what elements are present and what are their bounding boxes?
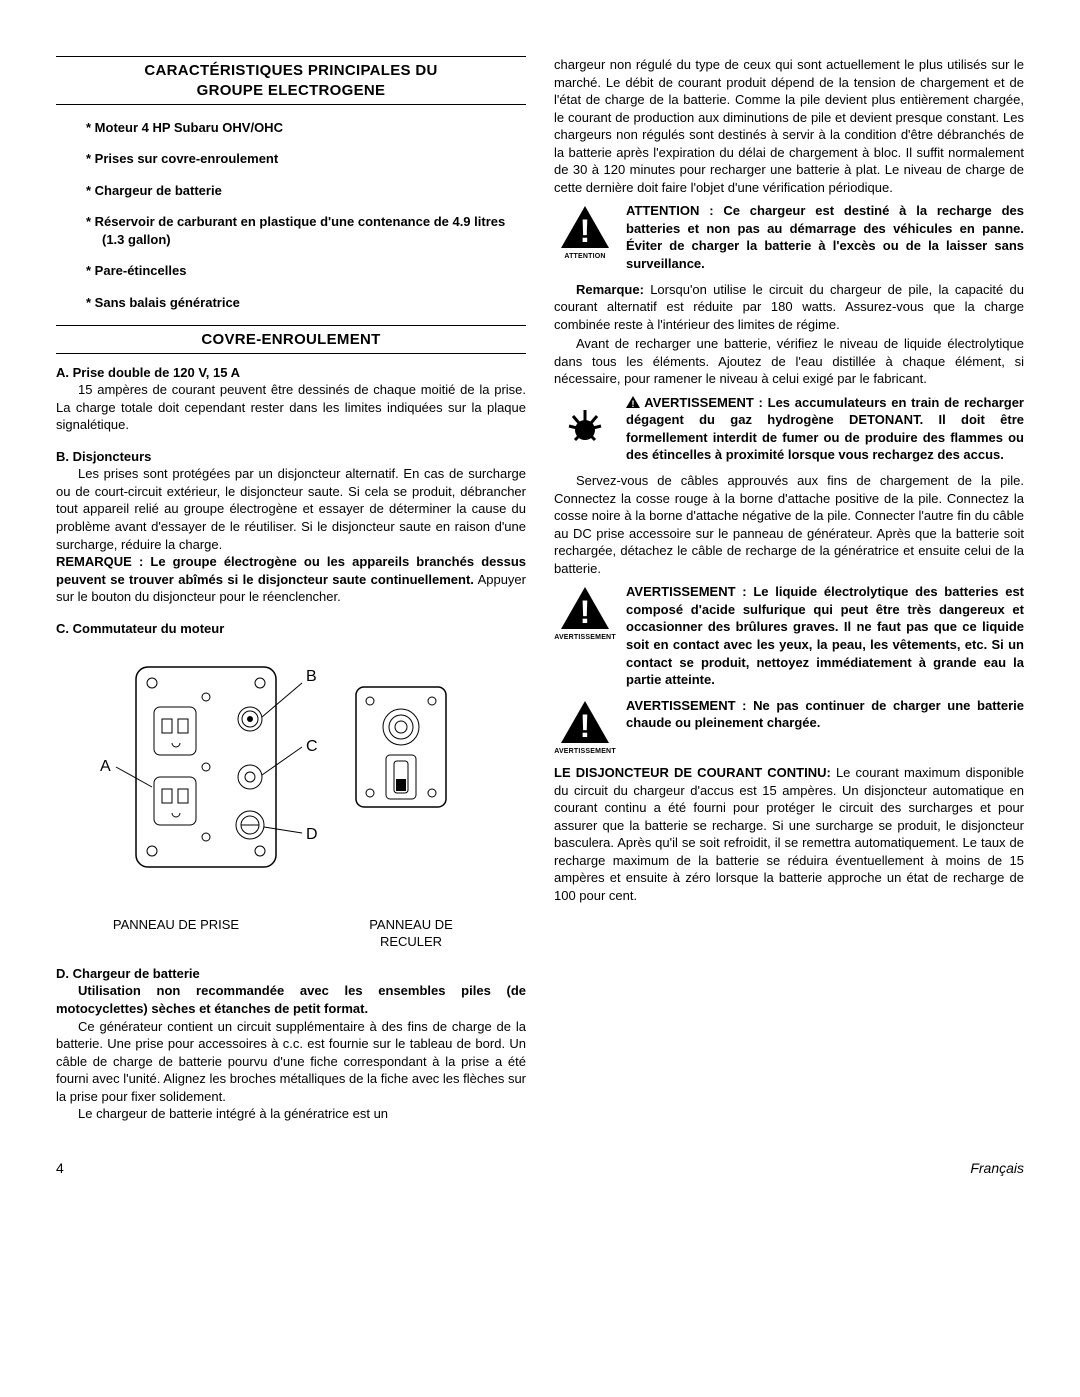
left-column: CARACTÉRISTIQUES PRINCIPALES DU GROUPE E… [56, 56, 526, 1131]
feature-list: Moteur 4 HP Subaru OHV/OHC Prises sur co… [56, 119, 526, 312]
caption-right-l2: RECULER [380, 934, 442, 949]
icon-caption: AVERTISSEMENT [554, 747, 616, 756]
warn-fire: ! AVERTISSEMENT : Les accumulateurs en t… [554, 394, 1024, 464]
sub-b-head: B. Disjoncteurs [56, 448, 526, 466]
remark-bold: REMARQUE : Le groupe électrogène ou les … [56, 554, 526, 587]
attention-icon: ! ATTENTION [554, 202, 616, 261]
feature-item: Moteur 4 HP Subaru OHV/OHC [86, 119, 526, 137]
feature-item: Sans balais génératrice [86, 294, 526, 312]
footer: 4 Français [56, 1159, 1024, 1178]
label-d: D [306, 826, 318, 843]
sub-d-body2: Le chargeur de batterie intégré à la gén… [56, 1105, 526, 1123]
warn-text: ATTENTION : Ce chargeur est destiné à la… [626, 202, 1024, 272]
fire-text: AVERTISSEMENT : Les accumulateurs en tra… [626, 395, 1024, 463]
icon-caption: AVERTISSEMENT [554, 633, 616, 642]
svg-text:!: ! [580, 594, 591, 630]
svg-text:!: ! [632, 399, 635, 408]
page-number: 4 [56, 1159, 64, 1178]
sub-a-head: A. Prise double de 120 V, 15 A [56, 364, 526, 382]
warn-text: AVERTISSEMENT : Le liquide électrolytiqu… [626, 583, 1024, 688]
svg-text:!: ! [580, 708, 591, 744]
warn-acid: ! AVERTISSEMENT AVERTISSEMENT : Le liqui… [554, 583, 1024, 688]
rule [56, 104, 526, 105]
sub-d-body1: Ce générateur contient un circuit supplé… [56, 1018, 526, 1106]
rule [56, 56, 526, 57]
heading-line: CARACTÉRISTIQUES PRINCIPALES DU [144, 62, 437, 79]
remarque-bold: Remarque: [576, 282, 644, 297]
sub-d-sub: Utilisation non recommandée avec les ens… [56, 983, 526, 1016]
dc-bold: LE DISJONCTEUR DE COURANT CONTINU: [554, 765, 831, 780]
top-para: chargeur non régulé du type de ceux qui … [554, 56, 1024, 196]
acid-icon: ! AVERTISSEMENT [554, 583, 616, 642]
feature-item: Chargeur de batterie [86, 182, 526, 200]
warn-text: ! AVERTISSEMENT : Les accumulateurs en t… [626, 394, 1024, 464]
sub-d-head: D. Chargeur de batterie [56, 965, 526, 983]
dc-para: LE DISJONCTEUR DE COURANT CONTINU: Le co… [554, 764, 1024, 904]
hot-icon: ! AVERTISSEMENT [554, 697, 616, 756]
panel-figure: A B C D PANNEAU DE PRISE PANNEAU DE RECU… [56, 647, 526, 951]
heading-line: GROUPE ELECTROGENE [197, 82, 386, 99]
sub-c-head: C. Commutateur du moteur [56, 620, 526, 638]
rule [56, 353, 526, 354]
svg-text:!: ! [580, 213, 591, 249]
warn-hot: ! AVERTISSEMENT AVERTISSEMENT : Ne pas c… [554, 697, 1024, 756]
caption-right-l1: PANNEAU DE [369, 917, 453, 932]
panel-svg: A B C D [56, 647, 456, 907]
panel-captions: PANNEAU DE PRISE PANNEAU DE RECULER [56, 916, 526, 951]
label-a: A [100, 758, 111, 775]
page-language: Français [970, 1159, 1024, 1178]
para2: Avant de recharger une batterie, vérifie… [554, 335, 1024, 388]
sub-b-body: Les prises sont protégées par un disjonc… [56, 465, 526, 553]
caption-left: PANNEAU DE PRISE [56, 916, 296, 951]
feature-item: Réservoir de carburant en plastique d'un… [86, 213, 526, 248]
icon-caption: ATTENTION [564, 252, 605, 261]
rule [56, 325, 526, 326]
para3: Servez-vous de câbles approuvés aux fins… [554, 472, 1024, 577]
right-column: chargeur non régulé du type de ceux qui … [554, 56, 1024, 1131]
remarque: Remarque: Lorsqu'on utilise le circuit d… [554, 281, 1024, 334]
label-b: B [306, 668, 317, 685]
sub-b-remark: REMARQUE : Le groupe électrogène ou les … [56, 553, 526, 606]
heading-covre: COVRE-ENROULEMENT [56, 330, 526, 350]
fire-icon [554, 394, 616, 448]
label-c: C [306, 738, 318, 755]
dc-body: Le courant maximum disponible du circuit… [554, 765, 1024, 903]
feature-item: Pare-étincelles [86, 262, 526, 280]
sub-a-body: 15 ampères de courant peuvent être dessi… [56, 381, 526, 434]
feature-item: Prises sur covre-enroulement [86, 150, 526, 168]
heading-features: CARACTÉRISTIQUES PRINCIPALES DU GROUPE E… [56, 61, 526, 102]
warn-attention: ! ATTENTION ATTENTION : Ce chargeur est … [554, 202, 1024, 272]
warn-text: AVERTISSEMENT : Ne pas continuer de char… [626, 697, 1024, 732]
